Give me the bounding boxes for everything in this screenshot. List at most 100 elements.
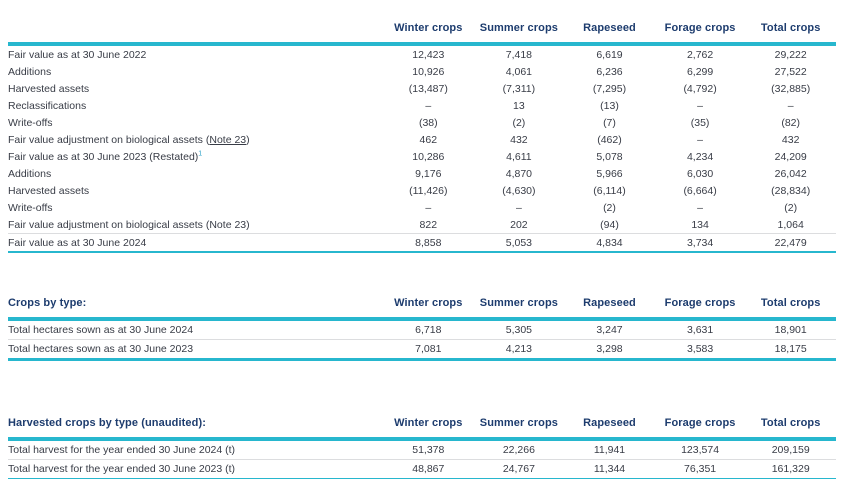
harvested-crops-table: Harvested crops by type (unaudited): Win… (8, 409, 836, 479)
value-cell: (7,295) (592, 82, 627, 95)
column-header: Summer crops (479, 22, 558, 34)
value-cell: 13 (513, 99, 525, 112)
table-title: Harvested crops by type (unaudited): (8, 417, 206, 429)
table-row: Total hectares sown as at 30 June 2023 7,… (8, 339, 836, 360)
column-header: Summer crops (479, 417, 558, 429)
row-label: Fair value as at 30 June 2024 (8, 236, 147, 249)
column-header: Rapeseed (583, 22, 636, 34)
value-cell: 5,966 (596, 167, 623, 180)
column-header: Rapeseed (583, 297, 636, 309)
column-header: Winter crops (394, 297, 463, 309)
value-cell: 4,234 (686, 150, 714, 163)
value-cell: – (425, 99, 432, 112)
column-header: Total crops (760, 297, 821, 309)
value-cell: (13,487) (408, 82, 448, 95)
value-cell: 24,209 (774, 150, 807, 163)
value-cell: (38) (418, 116, 438, 129)
value-cell: 4,870 (505, 167, 533, 180)
column-header-row: Crops by type: Winter crops Summer crops R… (8, 289, 836, 319)
value-cell: 462 (419, 133, 438, 146)
value-cell: 123,574 (681, 444, 720, 456)
value-cell: (4,630) (502, 184, 536, 197)
value-cell: (7,311) (502, 82, 536, 95)
row-label: Additions (8, 65, 52, 78)
value-cell: 7,418 (505, 48, 533, 61)
row-label: Total hectares sown as at 30 June 2024 (8, 324, 194, 336)
table-row: Reclassifications – 13 (13) – – (8, 97, 836, 114)
table-row: Fair value adjustment on biological asse… (8, 131, 836, 148)
table-row: Harvested assets (11,426) (4,630) (6,114) (6… (8, 182, 836, 199)
crops-by-type-table: Crops by type: Winter crops Summer crops R… (8, 289, 836, 361)
value-cell: 5,305 (505, 324, 533, 336)
table-row: Fair value as at 30 June 2023 (Restated)… (8, 148, 836, 165)
column-header: Forage crops (664, 417, 736, 429)
value-cell: 4,061 (505, 65, 533, 78)
table-row: Total hectares sown as at 30 June 2024 6,… (8, 319, 836, 340)
value-cell: (32,885) (771, 82, 811, 95)
value-cell: 3,583 (686, 343, 714, 355)
value-cell: (11,426) (409, 184, 448, 197)
value-cell: 3,298 (596, 343, 623, 355)
value-cell: (2) (512, 116, 526, 129)
row-label: Harvested assets (8, 82, 90, 95)
value-cell: 202 (510, 218, 528, 231)
row-label: Total harvest for the year ended 30 June… (8, 463, 236, 475)
value-cell: 3,247 (596, 324, 623, 336)
value-cell: 6,619 (596, 48, 623, 61)
table-row: Fair value as at 30 June 2024 8,858 5,053 4… (8, 233, 836, 253)
value-cell: (13) (600, 99, 619, 112)
table-title: Crops by type: (8, 297, 87, 309)
value-cell: 3,631 (686, 324, 714, 336)
row-label: Fair value adjustment on biological asse… (8, 218, 250, 231)
value-cell: (28,834) (771, 184, 811, 197)
value-cell: 4,611 (506, 150, 532, 163)
value-cell: 10,286 (412, 150, 445, 163)
value-cell: – (697, 99, 703, 112)
value-cell: (82) (781, 116, 801, 129)
value-cell: – (425, 201, 432, 214)
table-row: Additions 10,926 4,061 6,236 6,299 27,522 (8, 63, 836, 80)
column-header: Forage crops (664, 297, 736, 309)
column-header: Summer crops (479, 297, 558, 309)
value-cell: (4,792) (683, 82, 717, 95)
table-row: Write-offs – – (2) – (2) (8, 199, 836, 216)
value-cell: (462) (597, 133, 622, 146)
value-cell: 209,159 (771, 444, 810, 456)
table-row: Total harvest for the year ended 30 June… (8, 439, 836, 460)
value-cell: 22,266 (502, 444, 535, 456)
value-cell: 18,901 (774, 324, 807, 336)
value-cell: – (697, 133, 703, 146)
value-cell: 2,762 (686, 48, 714, 61)
value-cell: 432 (781, 133, 800, 146)
value-cell: 18,175 (774, 343, 807, 355)
column-header: Winter crops (394, 22, 463, 34)
value-cell: 26,042 (774, 167, 807, 180)
value-cell: 3,734 (686, 236, 714, 249)
value-cell: (2) (784, 201, 798, 214)
fair-value-table: Winter crops Summer crops Rapeseed Forage c… (8, 14, 836, 253)
column-header: Winter crops (394, 417, 463, 429)
column-header: Forage crops (664, 22, 736, 34)
column-header: Total crops (760, 417, 821, 429)
value-cell: 27,522 (774, 65, 807, 78)
table-row: Additions 9,176 4,870 5,966 6,030 26,042 (8, 165, 836, 182)
value-cell: – (697, 201, 703, 214)
column-header-row: Winter crops Summer crops Rapeseed Forage c… (8, 14, 836, 44)
note-23-link[interactable]: Note 23 (209, 133, 247, 146)
value-cell: 11,941 (593, 444, 626, 456)
value-cell: 6,236 (596, 65, 623, 78)
value-cell: 6,030 (686, 167, 714, 180)
value-cell: 9,176 (415, 167, 442, 180)
row-label: Write-offs (8, 201, 53, 214)
column-header: Rapeseed (583, 417, 636, 429)
table-row: Harvested assets (13,487) (7,311) (7,295) (4… (8, 80, 836, 97)
value-cell: 12,423 (412, 48, 445, 61)
value-cell: 6,718 (415, 324, 442, 336)
value-cell: 51,378 (412, 444, 445, 456)
row-label: Total hectares sown as at 30 June 2023 (8, 343, 194, 355)
value-cell: (6,664) (683, 184, 717, 197)
row-label: Write-offs (8, 116, 53, 129)
table-title (8, 14, 383, 44)
row-label: Reclassifications (8, 99, 87, 112)
value-cell: 822 (419, 218, 438, 231)
